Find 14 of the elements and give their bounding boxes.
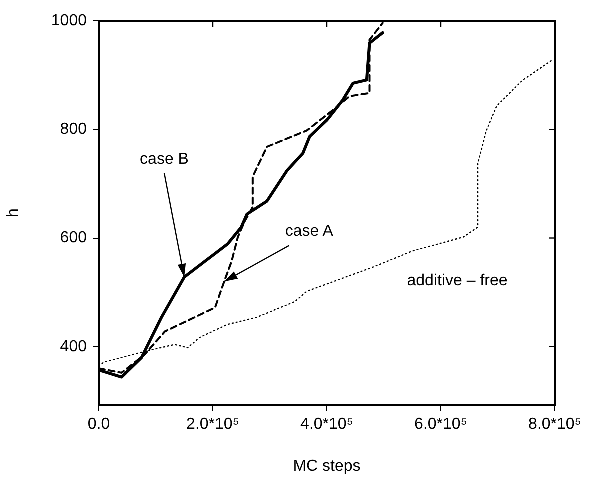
annotation: case A xyxy=(285,223,334,240)
y-axis-title: h xyxy=(5,208,22,218)
x-tick-label: 2.0*10⁵ xyxy=(186,416,240,434)
annotation: additive – free xyxy=(407,272,508,290)
y-tick-label: 600 xyxy=(60,230,88,247)
annotation: case B xyxy=(140,150,189,168)
x-tick-label: 0.0 xyxy=(88,416,110,434)
x-axis-title: MC steps xyxy=(293,458,361,475)
y-tick-label: 800 xyxy=(60,121,88,138)
x-tick-label: 4.0*10⁵ xyxy=(300,416,354,434)
x-tick-label: 6.0*10⁵ xyxy=(414,416,468,434)
x-tick-label: 8.0*10⁵ xyxy=(528,416,582,434)
y-tick-label: 1000 xyxy=(51,12,88,30)
y-tick-label: 400 xyxy=(60,338,88,356)
